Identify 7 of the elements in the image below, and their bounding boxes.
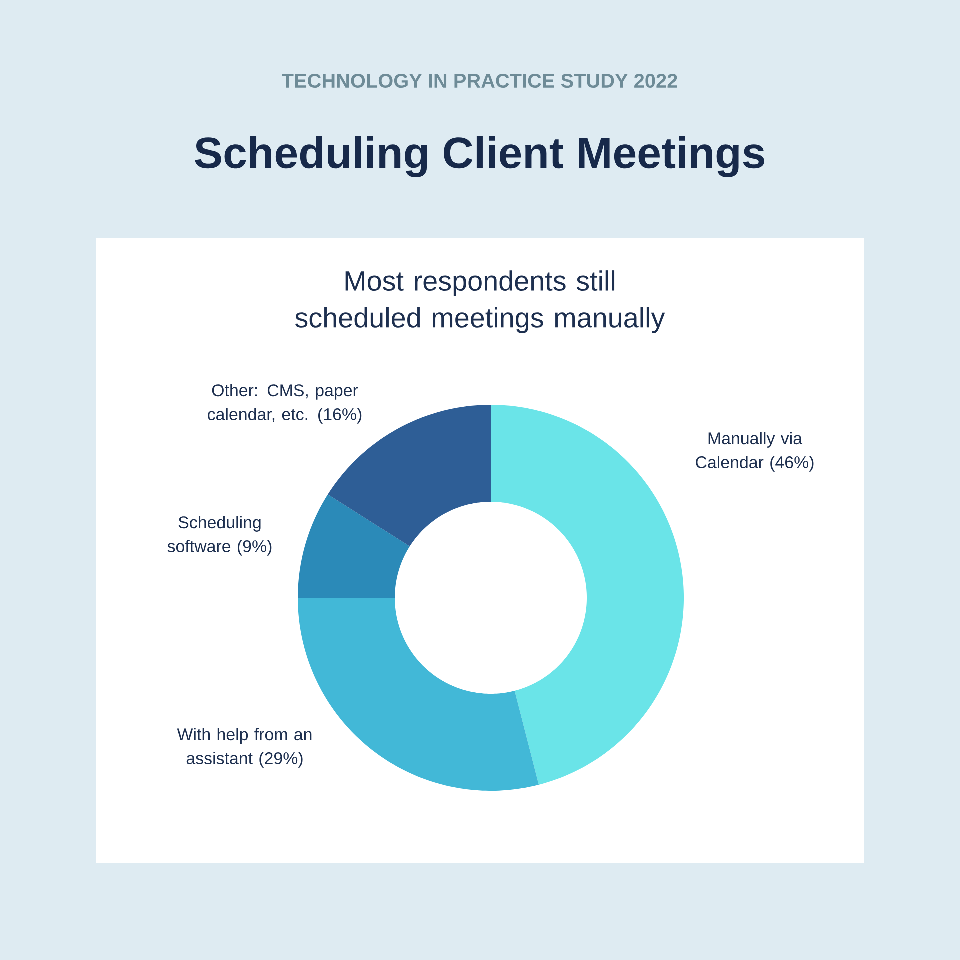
text: TECHNOLOGY IN PRACTICE STUDY 2022: [282, 74, 678, 88]
chart-title: Scheduling Client Meetings: [195, 136, 764, 178]
chart-subtitle: Most respondents still scheduled meetings manually: [295, 270, 666, 334]
slice-label: With help from an assistant (29%): [177, 728, 312, 768]
slice-label: Other: CMS, paper calendar, etc. (16%): [208, 384, 362, 424]
slice-label: Manually via Calendar (46%): [696, 432, 814, 472]
slice-label: Scheduling software (9%): [168, 516, 272, 556]
